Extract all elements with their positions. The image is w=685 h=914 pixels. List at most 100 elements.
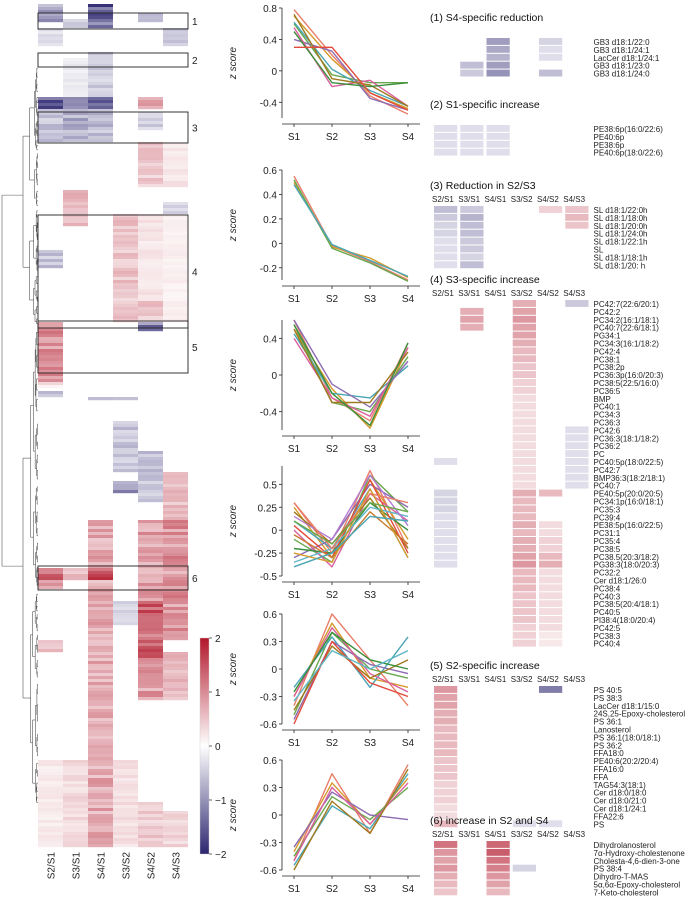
heatmap-cell: [88, 55, 113, 59]
heatmap-cell: [88, 811, 113, 815]
heatmap-cell: [138, 607, 163, 611]
y-tick-label: -0.5: [260, 572, 278, 583]
heatmap-cell: [63, 568, 88, 572]
group-heat-cell: [512, 864, 536, 872]
group-heat-cell: [539, 521, 563, 529]
heatmap-cell: [138, 118, 163, 122]
group-heat-cell: [512, 600, 536, 608]
series-line: [293, 13, 409, 107]
lipid-label: BMP: [594, 395, 611, 404]
heatmap-cell: [163, 217, 188, 221]
heatmap-cell: [163, 844, 188, 848]
heatmap-cell: [88, 52, 113, 56]
group-heat-cell: [565, 473, 589, 481]
heatmap-cell: [63, 130, 88, 134]
y-tick-label: 0: [271, 665, 277, 676]
group-heat-cell: [565, 481, 589, 489]
heatmap-cell: [38, 16, 63, 20]
heatmap-cell: [138, 520, 163, 524]
group-heat-cell: [434, 733, 458, 741]
group-heat-cell: [486, 148, 510, 156]
lipid-label: PC40:5: [594, 608, 621, 617]
heatmap-cell: [138, 316, 163, 320]
lipid-group-3: (3) Reduction in S2/S3 S2/S1 S3/S1 S4/S1 S3/…: [430, 180, 647, 270]
heatmap-cell: [38, 820, 63, 824]
heatmap-cell: [38, 805, 63, 809]
heatmap-cell: [163, 472, 188, 476]
heatmap-cell: [163, 697, 188, 701]
heatmap-cell: [63, 820, 88, 824]
heatmap-cell: [163, 673, 188, 677]
heatmap-cell: [138, 535, 163, 539]
heatmap-cell: [88, 607, 113, 611]
heatmap-cell: [138, 289, 163, 293]
heatmap-cell: [38, 829, 63, 833]
heatmap-cell: [38, 781, 63, 785]
heatmap-cell: [38, 808, 63, 812]
series-line: [293, 337, 409, 417]
group-heat-cell: [434, 206, 458, 213]
y-tick-label: 0: [271, 67, 277, 78]
lipid-label: PC42:5: [594, 624, 621, 633]
heatmap-cell: [88, 796, 113, 800]
group-heat-cell: [512, 323, 536, 331]
heatmap-cell: [88, 679, 113, 683]
heatmap-cell: [63, 763, 88, 767]
heatmap-cell: [63, 793, 88, 797]
heatmap-cell: [138, 493, 163, 497]
group-heat-cell: [539, 576, 563, 584]
heatmap-cell: [88, 19, 113, 23]
heatmap-cell: [88, 532, 113, 536]
group-heat-cell: [460, 206, 484, 213]
heatmap-cell: [163, 529, 188, 533]
y-tick-label: 0: [271, 526, 277, 537]
series-line: [293, 184, 409, 277]
heatmap-cell: [88, 739, 113, 743]
lipid-label: PC36:3: [594, 419, 621, 428]
lipid-label: Cer d18:1/26:0: [594, 577, 647, 586]
heatmap-cell: [163, 553, 188, 557]
heatmap-cell: [163, 40, 188, 44]
heatmap-cell: [38, 124, 63, 128]
heatmap-cell: [113, 250, 138, 254]
group-heat-cell: [434, 261, 458, 269]
lipid-label: FFA22:6: [594, 812, 625, 821]
lipid-group-2: (2) S1-specific increase PE38:6p(16:0/22:…: [430, 99, 663, 158]
heatmap-cell: [38, 649, 63, 653]
heatmap-cell: [63, 97, 88, 101]
heatmap-cell: [138, 619, 163, 623]
group-heat-cell: [434, 505, 458, 513]
heatmap-cell: [113, 805, 138, 809]
x-tick-label: S3: [364, 738, 377, 749]
heatmap-cell: [138, 697, 163, 701]
heatmap-cell: [138, 277, 163, 281]
heatmap-cell: [163, 565, 188, 569]
heatmap-cell: [138, 676, 163, 680]
heatmap-cell: [88, 109, 113, 113]
group-heat-cell: [539, 53, 563, 61]
heatmap-cell: [163, 265, 188, 269]
heatmap-cell: [163, 169, 188, 173]
heatmap-cell: [163, 568, 188, 572]
y-tick-label: 0.6: [263, 166, 277, 177]
lipid-label: 7-Keto-cholesterol: [594, 888, 659, 897]
y-tick-label: -0.25: [254, 549, 277, 560]
heatmap-cell: [113, 259, 138, 263]
heatmap-cell: [138, 829, 163, 833]
heatmap-cell: [63, 109, 88, 113]
heatmap-cell: [38, 778, 63, 782]
heatmap-cell: [113, 481, 138, 485]
heatmap-cell: [88, 595, 113, 599]
heatmap-cell: [63, 844, 88, 848]
heatmap-cell: [163, 580, 188, 584]
heatmap-cell: [88, 781, 113, 785]
line-plots: 0.8 0.4 0 -0.4 S1 S2 S3 S4 z score 0.6 0.4 0.2 0 -0.2…: [228, 4, 420, 895]
colorbar-tick-label: 0: [215, 742, 221, 753]
group-heat-cell: [486, 841, 510, 848]
heatmap-cell: [138, 811, 163, 815]
heatmap-cell: [138, 286, 163, 290]
heatmap-cell: [88, 586, 113, 590]
heatmap-cell: [163, 478, 188, 482]
group-heat-cell: [565, 442, 589, 450]
series-line: [293, 492, 409, 550]
